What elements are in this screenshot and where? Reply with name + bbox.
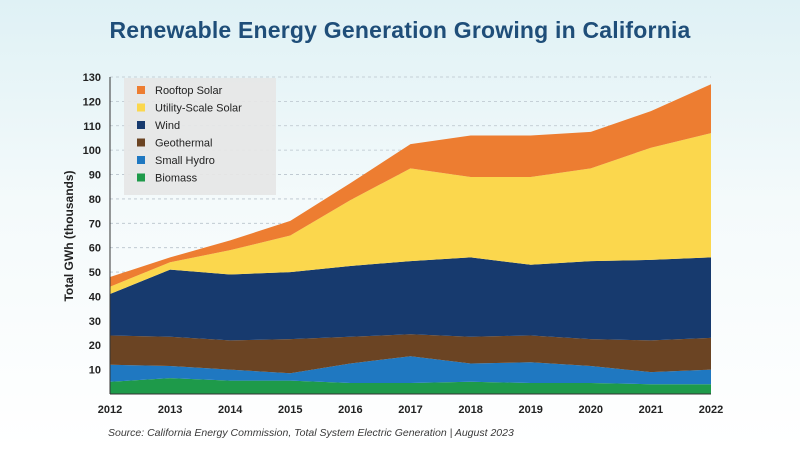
y-tick-label: 70 (89, 218, 101, 230)
x-tick-label: 2022 (699, 404, 723, 416)
legend-label: Utility-Scale Solar (155, 103, 242, 115)
chart-title: Renewable Energy Generation Growing in C… (109, 17, 691, 43)
area-small-hydro (110, 356, 711, 385)
source-note: Source: California Energy Commission, To… (108, 427, 514, 439)
area-geothermal (110, 334, 711, 374)
y-axis-label: Total GWh (thousands) (62, 170, 76, 301)
x-tick-label: 2018 (458, 404, 482, 416)
legend-label: Biomass (155, 173, 198, 185)
area-series-group (110, 84, 711, 394)
legend-swatch (137, 173, 145, 182)
legend-swatch (137, 121, 145, 129)
area-utility-scale-solar (110, 133, 711, 294)
y-tick-label: 90 (89, 170, 101, 182)
y-tick-label: 110 (83, 121, 101, 133)
axes: 10 20 30 40 50 60 70 80 90 100 110 120 130 2012 2013 20… (62, 72, 723, 416)
legend-swatch (137, 86, 145, 94)
y-tick-label: 50 (89, 267, 101, 279)
x-tick-label: 2019 (518, 404, 542, 416)
x-tick-label: 2017 (398, 404, 422, 416)
legend-label: Rooftop Solar (155, 85, 223, 97)
y-tick-label: 40 (89, 291, 101, 303)
legend-swatch (137, 138, 145, 147)
x-tick-label: 2013 (158, 404, 182, 416)
y-tick-label: 10 (89, 365, 101, 377)
x-tick-label: 2021 (639, 404, 663, 416)
y-tick-label: 100 (83, 145, 101, 157)
x-tick-label: 2015 (278, 404, 302, 416)
area-rooftop-solar (110, 84, 711, 287)
y-tick-label: 120 (83, 96, 101, 108)
x-tick-label: 2012 (98, 404, 122, 416)
legend-box (124, 78, 276, 195)
y-tick-label: 20 (89, 340, 101, 352)
y-tick-label: 30 (89, 316, 101, 328)
y-tick-label: 80 (89, 194, 101, 206)
x-tick-label: 2016 (338, 404, 362, 416)
y-tick-label: 60 (89, 243, 101, 255)
area-wind (110, 257, 711, 341)
legend-label: Geothermal (155, 138, 212, 150)
legend-swatch (137, 156, 145, 164)
legend-label: Small Hydro (155, 155, 215, 167)
x-tick-label: 2020 (579, 404, 603, 416)
y-tick-label: 130 (83, 72, 101, 84)
x-tick-label: 2014 (218, 404, 243, 416)
area-biomass (110, 378, 711, 394)
legend-label: Wind (155, 120, 180, 132)
legend: Rooftop Solar Utility-Scale Solar Wind Geot… (124, 78, 276, 195)
legend-swatch (137, 103, 145, 112)
